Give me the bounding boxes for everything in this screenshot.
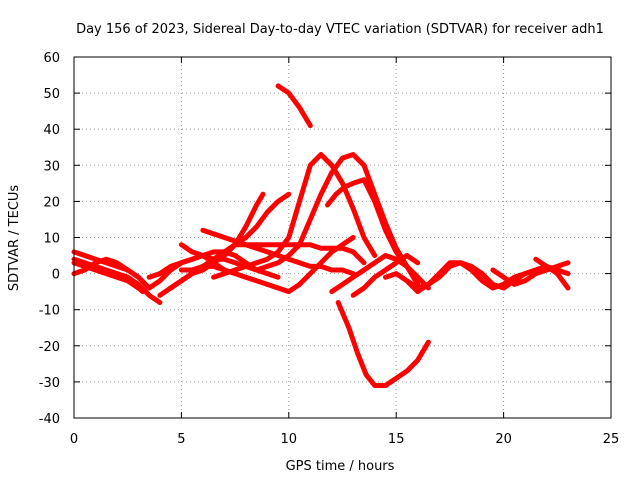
x-tick-label: 5 bbox=[177, 432, 185, 447]
series-arc-20 bbox=[404, 260, 550, 291]
x-tick-label: 25 bbox=[603, 432, 620, 447]
y-tick-label: 30 bbox=[43, 159, 60, 174]
y-tick-label: 60 bbox=[43, 51, 60, 66]
series-arc-16 bbox=[335, 300, 431, 388]
x-tick-label: 0 bbox=[70, 432, 78, 447]
series-arc-4 bbox=[71, 249, 131, 273]
series-arc-9 bbox=[178, 235, 356, 295]
y-tick-label: 10 bbox=[43, 232, 60, 247]
y-tick-label: -20 bbox=[39, 340, 60, 355]
y-tick-label: 20 bbox=[43, 195, 60, 210]
series-arc-14 bbox=[275, 83, 313, 129]
series-arc-12 bbox=[211, 152, 378, 280]
series-arc-18 bbox=[350, 253, 421, 298]
y-tick-label: 40 bbox=[43, 123, 60, 138]
data-series bbox=[71, 83, 571, 388]
chart-title: Day 156 of 2023, Sidereal Day-to-day VTE… bbox=[76, 22, 604, 37]
series-arc-15 bbox=[325, 177, 431, 291]
series-arc-1 bbox=[71, 256, 163, 305]
y-tick-label: -40 bbox=[39, 412, 60, 427]
series-arc-21 bbox=[490, 260, 571, 287]
x-axis-label: GPS time / hours bbox=[286, 459, 395, 474]
y-tick-label: -10 bbox=[39, 304, 60, 319]
y-tick-label: 50 bbox=[43, 87, 60, 102]
y-tick-label: 0 bbox=[52, 268, 60, 283]
series-arc-11 bbox=[178, 242, 281, 280]
y-tick-label: -30 bbox=[39, 376, 60, 391]
x-tick-label: 10 bbox=[281, 432, 298, 447]
plot-frame bbox=[73, 56, 612, 419]
series-arc-17 bbox=[329, 253, 410, 295]
x-tick-label: 15 bbox=[388, 432, 405, 447]
y-axis-label: SDTVAR / TECUs bbox=[7, 185, 22, 292]
x-tick-label: 20 bbox=[495, 432, 512, 447]
series-arc-22 bbox=[533, 256, 571, 291]
